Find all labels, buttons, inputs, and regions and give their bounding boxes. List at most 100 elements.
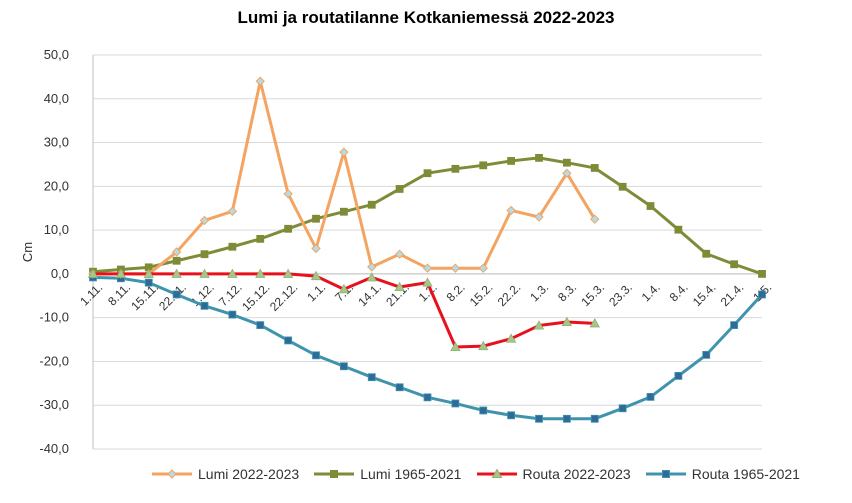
data-point xyxy=(730,260,739,269)
data-point xyxy=(590,214,600,224)
legend-swatch xyxy=(476,468,517,478)
x-tick-label: 15.3. xyxy=(578,280,607,309)
data-point xyxy=(618,404,627,413)
data-point xyxy=(338,283,350,294)
data-point xyxy=(115,268,127,278)
data-point xyxy=(561,316,573,327)
data-point xyxy=(143,268,154,278)
legend-swatch xyxy=(645,470,686,478)
data-point xyxy=(562,414,571,423)
x-tick-label: 15.2. xyxy=(467,280,496,309)
data-point xyxy=(507,411,516,420)
data-point xyxy=(283,189,293,199)
data-point xyxy=(395,383,404,392)
data-point xyxy=(395,185,404,193)
data-point xyxy=(256,234,265,243)
data-point xyxy=(255,268,266,278)
data-point xyxy=(590,164,599,172)
data-point xyxy=(256,321,265,330)
data-point xyxy=(394,249,405,259)
legend-swatch xyxy=(152,469,192,479)
data-point xyxy=(367,262,377,272)
x-tick-label: 15.12. xyxy=(239,280,272,313)
data-point xyxy=(507,157,516,165)
legend-label: Lumi 2022-2023 xyxy=(198,466,300,482)
data-point xyxy=(227,206,238,216)
data-point xyxy=(87,268,99,278)
x-tick-label: 22.12. xyxy=(267,280,300,313)
data-point xyxy=(646,393,655,401)
data-point xyxy=(533,320,545,330)
data-point xyxy=(312,351,320,360)
y-tick-label: 0,0 xyxy=(51,266,69,281)
data-point xyxy=(702,249,711,258)
data-point xyxy=(758,269,766,278)
data-point xyxy=(172,290,181,299)
legend: Lumi 2022-2023 Lumi 1965-2021 Routa 2022-2… xyxy=(150,462,800,486)
legend-label: Routa 2022-2023 xyxy=(522,466,631,482)
x-tick-label: 1.1. xyxy=(304,280,328,304)
data-point xyxy=(284,336,293,345)
y-tick-label: 10,0 xyxy=(44,222,69,237)
chart-title: Lumi ja routatilanne Kotkaniemessä 2022-… xyxy=(237,8,615,27)
legend-swatch xyxy=(314,470,355,478)
y-tick-label: 30,0 xyxy=(44,135,69,150)
data-point xyxy=(506,205,516,216)
data-point xyxy=(172,256,181,265)
data-point xyxy=(367,373,376,382)
y-tick-label: -40,0 xyxy=(39,441,69,456)
data-point xyxy=(339,147,349,157)
data-point xyxy=(199,268,210,278)
data-point xyxy=(171,247,182,257)
data-point xyxy=(394,281,405,292)
legend-label: Lumi 1965-2021 xyxy=(360,466,462,482)
data-point xyxy=(618,182,627,191)
x-tick-label: 8.4. xyxy=(667,280,691,304)
data-point xyxy=(590,414,599,423)
data-point xyxy=(366,272,377,282)
legend-item: Lumi 1965-2021 xyxy=(312,466,461,482)
x-tick-label: 15.4. xyxy=(690,280,719,309)
data-point xyxy=(200,301,209,310)
data-point xyxy=(255,76,265,86)
data-point xyxy=(589,318,600,328)
data-point xyxy=(562,158,571,167)
data-point xyxy=(535,414,543,423)
data-point xyxy=(479,406,488,415)
data-point xyxy=(311,243,321,254)
y-tick-label: 50,0 xyxy=(44,47,69,62)
data-point xyxy=(562,168,572,178)
legend-label: Routa 1965-2021 xyxy=(691,466,800,482)
data-point xyxy=(339,362,348,371)
data-point xyxy=(451,164,460,173)
data-point xyxy=(535,153,543,162)
data-point xyxy=(505,333,517,343)
y-tick-label: -30,0 xyxy=(39,397,69,412)
data-point xyxy=(199,215,210,226)
x-tick-label: 23.3. xyxy=(606,280,635,309)
data-point xyxy=(702,350,711,359)
x-tick-label: 1.3. xyxy=(527,280,551,304)
legend-item: Routa 2022-2023 xyxy=(475,466,631,482)
x-tick-label: 1.4. xyxy=(639,280,663,304)
x-tick-label: 21.4. xyxy=(718,280,747,309)
data-point xyxy=(339,207,348,216)
data-point xyxy=(423,169,432,178)
data-point xyxy=(674,371,683,380)
x-tick-label: 22.2. xyxy=(495,280,524,309)
data-point xyxy=(646,202,655,210)
y-tick-label: 20,0 xyxy=(44,178,69,193)
y-tick-label: -20,0 xyxy=(39,353,69,368)
data-point xyxy=(310,270,322,281)
data-point xyxy=(450,341,461,351)
data-point xyxy=(423,393,432,402)
data-point xyxy=(282,268,294,278)
x-tick-label: 14.1. xyxy=(355,280,384,309)
data-point xyxy=(367,200,376,209)
series-line xyxy=(93,79,597,276)
legend-item: Routa 1965-2021 xyxy=(644,466,800,482)
data-point xyxy=(171,268,182,278)
data-point xyxy=(478,340,489,351)
data-point xyxy=(228,310,237,319)
